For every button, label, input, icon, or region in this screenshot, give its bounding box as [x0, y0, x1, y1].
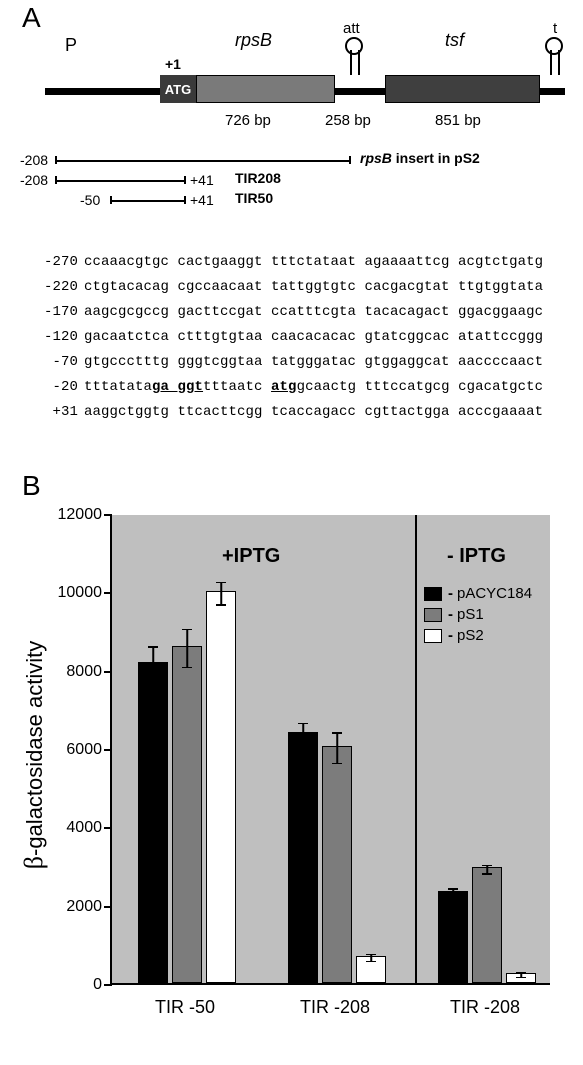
bar: [322, 746, 352, 983]
tir50-line: [110, 200, 185, 202]
plot-area: +IPTG - IPTG - pACYC184- pS1- pS2 020004…: [110, 515, 550, 985]
spacer-bp: 258 bp: [325, 112, 371, 129]
sequence-row: -20tttatataga ggttttaatc atggcaactg tttc…: [30, 375, 543, 400]
atg-box: ATG: [160, 75, 196, 103]
xtick-label: TIR -208: [450, 997, 520, 1018]
condition-divider: [415, 515, 417, 983]
legend-swatch-icon: [424, 629, 442, 643]
tsf-label: tsf: [445, 30, 464, 51]
legend-label: pS1: [457, 606, 484, 623]
legend-label: pACYC184: [457, 585, 532, 602]
sequence-row: -70gtgccctttg gggtcggtaa tatgggatac gtgg…: [30, 350, 543, 375]
sequence-block: -270ccaaacgtgc cactgaaggt tttctataat aga…: [30, 250, 543, 425]
tir208-right: +41: [190, 172, 214, 188]
rpsb-gene-box: [196, 75, 335, 103]
sequence-row: +31aaggctggtg ttcacttcgg tcaccagacc cgtt…: [30, 400, 543, 425]
operon-diagram: P +1 ATG rpsB 726 bp att 258 bp tsf 851 …: [45, 20, 565, 140]
tir208-left: -208: [20, 172, 48, 188]
xtick-label: TIR -50: [155, 997, 215, 1018]
sequence-row: -220ctgtacacag cgccaacaat tattggtgtc cac…: [30, 275, 543, 300]
tir50-right: +41: [190, 192, 214, 208]
tsf-gene-box: [385, 75, 540, 103]
tsf-bp: 851 bp: [435, 112, 481, 129]
ps2-right: rpsB insert in pS2: [360, 150, 480, 166]
bar-chart: β-galactosidase activity +IPTG - IPTG - …: [40, 505, 570, 1045]
legend-swatch-icon: [424, 608, 442, 622]
iptg-minus-label: - IPTG: [447, 545, 506, 568]
yaxis-title: β-galactosidase activity: [19, 641, 49, 869]
legend: - pACYC184 - pS1 - pS2: [424, 585, 532, 648]
bar: [438, 891, 468, 983]
tir50-name: TIR50: [235, 190, 273, 206]
ps2-left: -208: [20, 152, 48, 168]
tir50-left: -50: [80, 192, 100, 208]
xtick-label: TIR -208: [300, 997, 370, 1018]
ytick-label: 2000: [52, 898, 112, 916]
sequence-row: -170aagcgcgccg gacttccgat ccatttcgta tac…: [30, 300, 543, 325]
tir208-name: TIR208: [235, 170, 281, 186]
ytick-label: 0: [52, 976, 112, 994]
bar: [288, 732, 318, 983]
ps2-line: [55, 160, 350, 162]
ytick-label: 12000: [52, 506, 112, 524]
rpsb-bp: 726 bp: [225, 112, 271, 129]
rpsb-label: rpsB: [235, 30, 272, 51]
ytick-label: 8000: [52, 663, 112, 681]
plus1-label: +1: [165, 56, 181, 72]
t-label: t: [553, 20, 557, 37]
panel-b-label: B: [22, 470, 41, 502]
sequence-row: -270ccaaacgtgc cactgaaggt tttctataat aga…: [30, 250, 543, 275]
bar: [172, 646, 202, 983]
terminator-stemloop-icon: [545, 37, 565, 75]
att-stemloop-icon: [345, 37, 365, 75]
promoter-label: P: [65, 35, 77, 56]
legend-label: pS2: [457, 627, 484, 644]
legend-swatch-icon: [424, 587, 442, 601]
bar: [138, 662, 168, 983]
legend-item: - pACYC184: [424, 585, 532, 602]
panel-a-label: A: [22, 2, 41, 34]
legend-item: - pS1: [424, 606, 532, 623]
tir208-line: [55, 180, 185, 182]
legend-item: - pS2: [424, 627, 532, 644]
bar: [472, 867, 502, 983]
sequence-row: -120gacaatctca ctttgtgtaa caacacacac gta…: [30, 325, 543, 350]
ytick-label: 4000: [52, 819, 112, 837]
iptg-plus-label: +IPTG: [222, 545, 280, 568]
bar: [206, 591, 236, 983]
ytick-label: 6000: [52, 741, 112, 759]
att-label: att: [343, 20, 360, 37]
ytick-label: 10000: [52, 584, 112, 602]
